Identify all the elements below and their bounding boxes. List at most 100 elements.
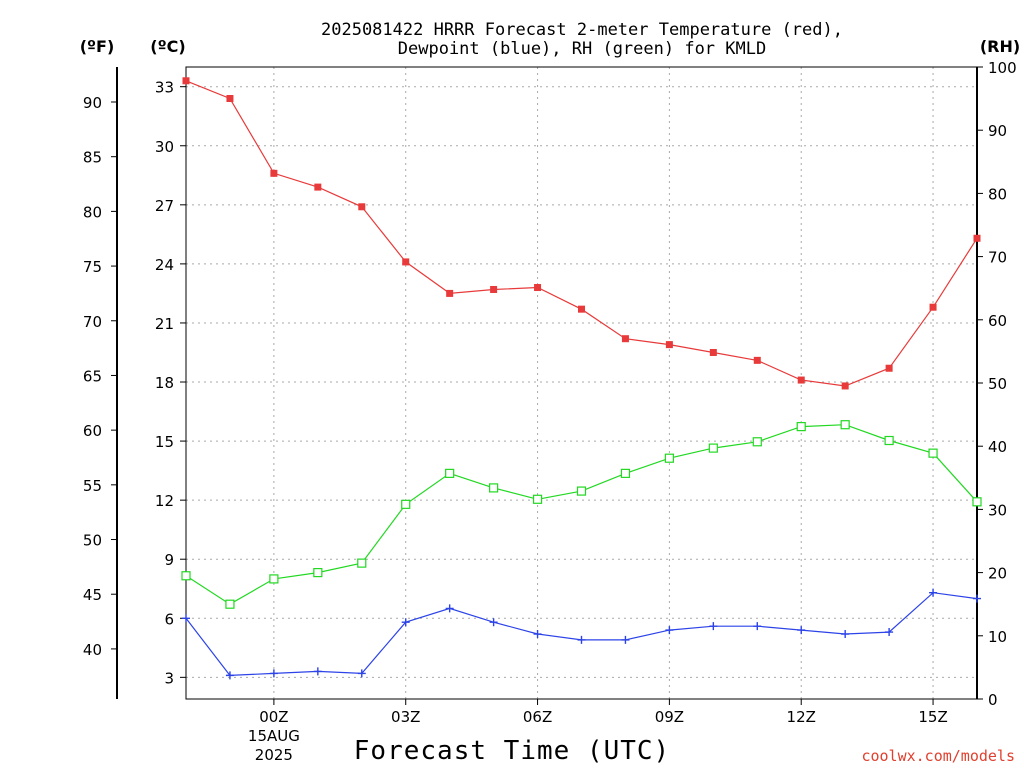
- celsius-tick-label: 24: [155, 256, 174, 274]
- rh-tick-label: 60: [988, 312, 1007, 330]
- rh-point: [708, 443, 718, 453]
- x-tick-label: 15Z: [918, 708, 947, 726]
- x-tick-date-label: 2025: [255, 746, 293, 764]
- dewpoint-point: [182, 614, 190, 623]
- dewpoint-point: [269, 669, 278, 678]
- temperature-point: [797, 376, 805, 384]
- temperature-point: [578, 305, 585, 313]
- rh-point: [445, 468, 455, 478]
- fahrenheit-tick-label: 75: [83, 258, 102, 276]
- temperature-point: [885, 364, 893, 372]
- fahrenheit-tick-label: 60: [83, 422, 102, 440]
- fahrenheit-tick-label: 65: [83, 367, 102, 385]
- rh-point: [664, 453, 674, 463]
- x-tick-label: 00Z: [259, 708, 288, 726]
- fahrenheit-tick-label: 70: [83, 313, 102, 331]
- rh-point: [972, 497, 982, 507]
- celsius-tick-label: 18: [155, 374, 174, 392]
- temperature-point: [314, 183, 322, 191]
- dewpoint-point: [313, 667, 322, 676]
- dewpoint-point: [797, 626, 806, 635]
- celsius-tick-label: 30: [155, 138, 174, 156]
- temperature-point: [621, 335, 629, 343]
- rh-unit-label: (RH): [980, 37, 1020, 56]
- dewpoint-point: [533, 630, 542, 639]
- fahrenheit-tick-label: 85: [83, 149, 102, 167]
- temperature-point: [929, 303, 937, 311]
- celsius-tick-label: 3: [164, 669, 174, 687]
- celsius-tick-label: 15: [155, 433, 174, 451]
- dewpoint-point: [577, 635, 586, 644]
- dewpoint-point: [885, 628, 894, 637]
- rh-point: [269, 574, 279, 584]
- rh-tick-label: 20: [988, 565, 1007, 583]
- temperature-point: [490, 285, 498, 293]
- rh-point: [884, 435, 894, 446]
- fahrenheit-tick-label: 80: [83, 203, 102, 221]
- x-tick-label: 09Z: [655, 708, 684, 726]
- x-tick-label: 03Z: [391, 708, 420, 726]
- fahrenheit-tick-label: 40: [83, 641, 102, 659]
- fahrenheit-tick-label: 90: [83, 94, 102, 112]
- rh-line: [185, 424, 978, 605]
- rh-point: [752, 437, 762, 447]
- rh-tick-label: 30: [988, 501, 1007, 519]
- axes: 40 45 50 55 60 65 70 75 80 85 90 3 6 9 12 15 18 21 24 27 30 3…: [83, 59, 1017, 764]
- rh-tick-label: 100: [988, 59, 1017, 77]
- rh-point: [489, 483, 499, 493]
- rh-point: [928, 448, 938, 458]
- temperature-point: [841, 382, 849, 390]
- rh-tick-label: 70: [988, 249, 1007, 267]
- dewpoint-point: [445, 604, 454, 613]
- temperature-point: [709, 348, 717, 356]
- fahrenheit-unit-label: (ºF): [80, 37, 115, 56]
- dewpoint-point: [665, 626, 674, 635]
- rh-tick-label: 90: [988, 122, 1007, 140]
- dewpoint-point: [225, 671, 234, 680]
- rh-point: [225, 599, 235, 609]
- temperature-point: [534, 284, 542, 292]
- chart-title-line-1: 2025081422 HRRR Forecast 2-meter Tempera…: [321, 20, 843, 40]
- temperature-point: [973, 234, 981, 242]
- temperature-point: [182, 77, 190, 85]
- chart-title: 2025081422 HRRR Forecast 2-meter Tempera…: [321, 20, 843, 59]
- rh-point: [401, 499, 411, 509]
- temperature-point: [446, 289, 454, 297]
- temperature-point: [753, 356, 761, 364]
- rh-point: [840, 420, 850, 430]
- chart-title-line-2: Dewpoint (blue), RH (green) for KMLD: [398, 39, 766, 59]
- rh-point: [620, 468, 631, 478]
- dewpoint-line: [185, 592, 978, 677]
- celsius-unit-label: (ºC): [150, 37, 185, 56]
- celsius-tick-label: 21: [155, 315, 174, 333]
- dewpoint-point: [929, 588, 938, 597]
- rh-point: [576, 486, 587, 496]
- temperature-point: [665, 341, 673, 349]
- credit-text: coolwx.com/models: [861, 747, 1015, 765]
- plot-frame: [185, 66, 978, 700]
- dewpoint-point: [709, 622, 718, 631]
- fahrenheit-tick-label: 50: [83, 532, 102, 550]
- rh-tick-label: 40: [988, 438, 1007, 456]
- celsius-tick-label: 9: [164, 551, 174, 569]
- celsius-tick-label: 27: [155, 197, 174, 215]
- grid: [186, 67, 977, 699]
- dewpoint-point: [489, 618, 498, 627]
- temperature-point: [358, 203, 366, 211]
- dewpoint-point: [621, 635, 630, 644]
- fahrenheit-tick-label: 55: [83, 477, 102, 495]
- x-axis-label: Forecast Time (UTC): [354, 736, 670, 766]
- rh-point: [313, 567, 323, 578]
- dewpoint-point: [357, 669, 366, 678]
- temperature-line: [185, 80, 978, 387]
- rh-tick-label: 10: [988, 628, 1007, 646]
- celsius-tick-label: 6: [164, 610, 174, 628]
- temperature-point: [402, 258, 410, 266]
- x-tick-date-label: 15AUG: [248, 727, 300, 745]
- celsius-tick-label: 12: [155, 492, 174, 510]
- dewpoint-point: [841, 630, 850, 639]
- rh-tick-label: 50: [988, 375, 1007, 393]
- dewpoint-point: [973, 594, 981, 603]
- dewpoint-point: [401, 618, 410, 627]
